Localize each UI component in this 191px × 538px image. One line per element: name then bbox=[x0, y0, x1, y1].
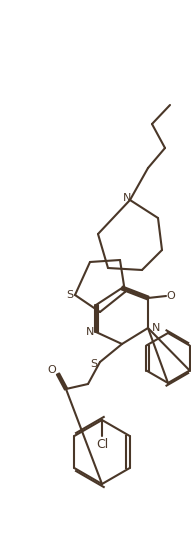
Text: O: O bbox=[48, 365, 56, 375]
Text: N: N bbox=[123, 193, 131, 203]
Text: S: S bbox=[66, 290, 74, 300]
Text: S: S bbox=[90, 359, 98, 369]
Text: Cl: Cl bbox=[96, 437, 108, 450]
Text: N: N bbox=[86, 327, 94, 337]
Text: N: N bbox=[152, 323, 160, 333]
Text: O: O bbox=[167, 291, 175, 301]
